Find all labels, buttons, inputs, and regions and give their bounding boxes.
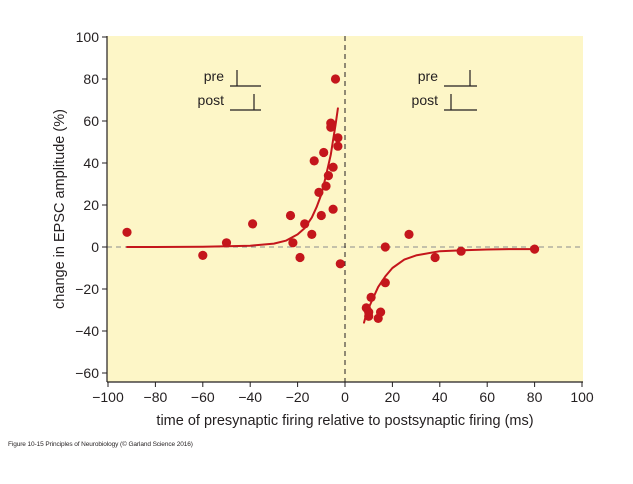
y-axis-label: change in EPSC amplitude (%) xyxy=(52,109,68,309)
x-tick-label: 100 xyxy=(570,389,594,405)
x-tick-label: 20 xyxy=(385,389,401,405)
x-axis-ticks: −100 −80 −60 −40 −20 0 20 40 60 80 100 xyxy=(92,382,594,405)
inset-left-pre-label: pre xyxy=(204,68,224,84)
data-point xyxy=(404,229,414,239)
y-tick-label: −60 xyxy=(75,365,99,381)
y-tick-label: 100 xyxy=(76,29,100,45)
x-axis-label: time of presynaptic firing relative to p… xyxy=(156,413,533,429)
inset-right-post-label: post xyxy=(412,92,439,108)
data-points xyxy=(122,74,540,323)
data-point xyxy=(122,227,132,237)
x-tick-label: −80 xyxy=(144,389,168,405)
data-point xyxy=(248,219,258,229)
reference-lines xyxy=(107,36,583,382)
data-point xyxy=(300,219,310,229)
inset-right-pre-label: pre xyxy=(418,68,438,84)
data-point xyxy=(364,311,374,321)
data-point xyxy=(316,210,326,221)
stdp-chart: −100 −80 −60 −40 −20 0 20 40 60 80 100 −60 −40 −20 0 2… xyxy=(52,29,594,429)
data-point xyxy=(333,141,343,151)
inset-post-before-pre: pre post xyxy=(412,68,477,111)
data-point xyxy=(380,242,390,252)
y-tick-label: 0 xyxy=(91,239,99,255)
data-point xyxy=(319,147,329,158)
data-point xyxy=(326,122,336,132)
data-point xyxy=(323,171,333,181)
inset-left-post-label: post xyxy=(198,92,225,108)
data-point xyxy=(285,210,296,221)
data-point xyxy=(330,74,341,84)
inset-right-post-trace xyxy=(444,94,477,111)
data-point xyxy=(321,181,331,191)
data-point xyxy=(295,252,305,263)
data-point xyxy=(328,204,338,214)
data-point xyxy=(198,250,208,260)
data-point xyxy=(335,259,345,269)
data-point xyxy=(366,292,376,302)
y-tick-label: 60 xyxy=(83,113,99,129)
y-tick-label: 20 xyxy=(83,197,99,213)
data-point xyxy=(380,278,390,288)
data-point xyxy=(328,162,338,172)
figure-caption: Figure 10-15 Principles of Neurobiology … xyxy=(8,441,193,448)
y-tick-label: 80 xyxy=(83,71,99,87)
data-point xyxy=(221,238,232,248)
x-tick-label: 80 xyxy=(527,389,543,405)
data-point xyxy=(309,156,319,166)
inset-left-post-trace xyxy=(230,94,261,111)
y-tick-label: 40 xyxy=(83,155,99,171)
y-axis-ticks: −60 −40 −20 0 20 40 60 80 100 xyxy=(75,29,107,381)
data-point xyxy=(530,244,540,254)
x-tick-label: −60 xyxy=(191,389,215,405)
inset-pre-before-post: pre post xyxy=(198,68,261,111)
x-tick-label: 40 xyxy=(432,389,448,405)
data-point xyxy=(430,252,440,263)
data-point xyxy=(333,133,343,143)
x-tick-label: 0 xyxy=(341,389,349,405)
inset-left-pre-trace xyxy=(230,70,261,87)
inset-right-pre-trace xyxy=(444,70,477,87)
y-tick-label: −20 xyxy=(75,281,99,297)
data-point xyxy=(456,246,466,256)
data-point xyxy=(288,238,298,248)
data-point xyxy=(307,229,317,239)
x-tick-label: −40 xyxy=(238,389,262,405)
x-tick-label: −20 xyxy=(286,389,310,405)
y-tick-label: −40 xyxy=(75,323,99,339)
data-point xyxy=(314,187,324,197)
x-tick-label: −100 xyxy=(92,389,124,405)
data-point xyxy=(376,307,386,317)
x-tick-label: 60 xyxy=(479,389,495,405)
